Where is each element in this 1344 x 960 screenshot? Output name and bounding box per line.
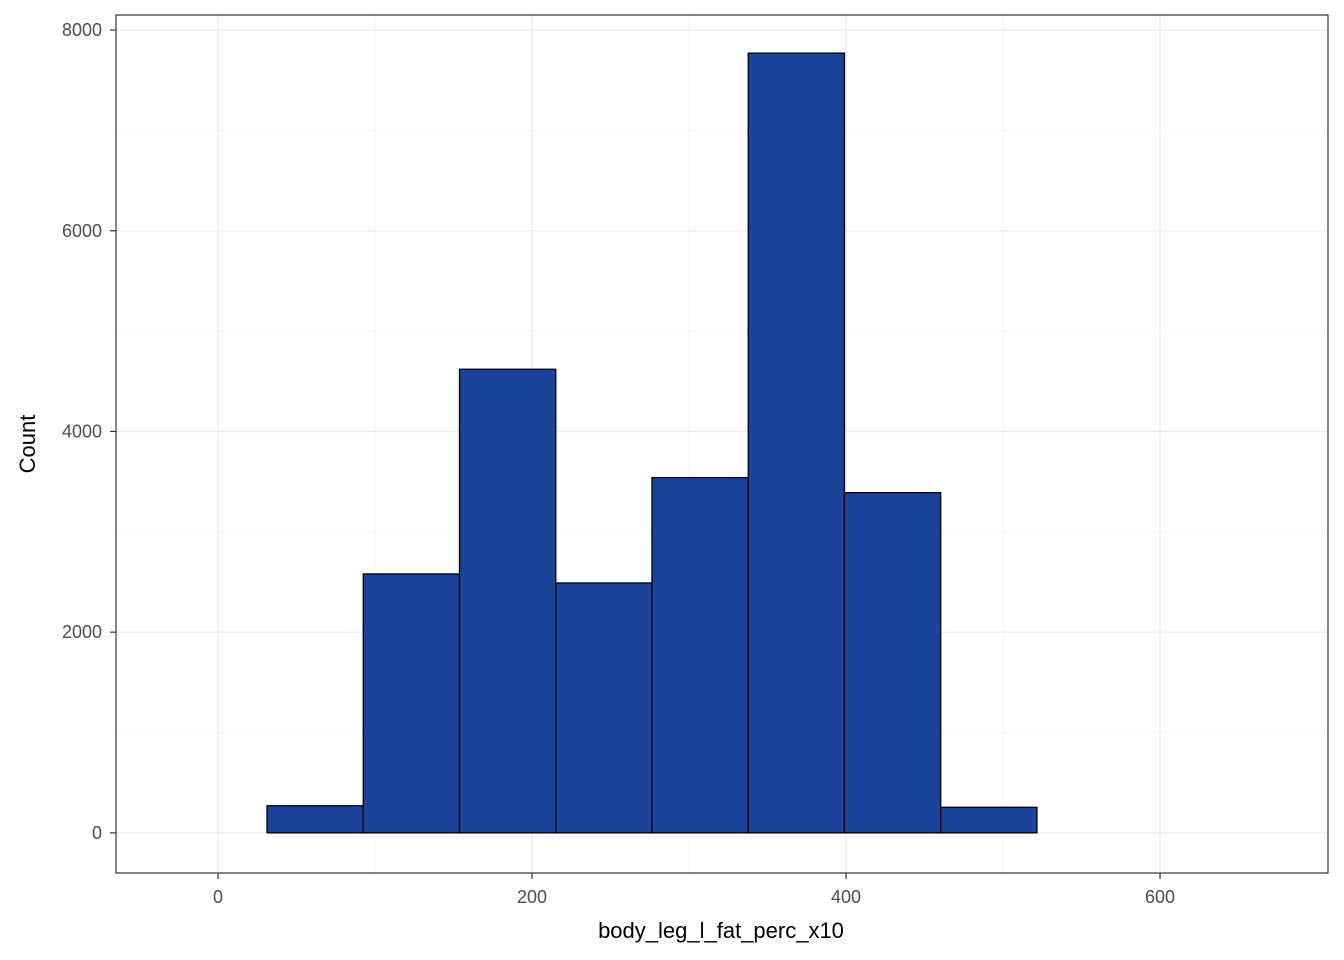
- y-tick-label: 6000: [62, 221, 102, 241]
- x-tick-label: 0: [213, 887, 223, 907]
- y-tick-label: 2000: [62, 622, 102, 642]
- histogram-bar: [843, 492, 942, 834]
- histogram-bar: [362, 573, 461, 834]
- y-tick-label: 4000: [62, 421, 102, 441]
- histogram-bar: [940, 806, 1038, 834]
- y-tick-label: 8000: [62, 20, 102, 40]
- y-axis-ticks: 0 2000 4000 6000 8000: [62, 20, 116, 843]
- histogram-bars: [266, 52, 1038, 834]
- x-tick-label: 600: [1145, 887, 1175, 907]
- x-axis-title: body_leg_l_fat_perc_x10: [598, 918, 844, 943]
- panel-border: [115, 14, 1329, 874]
- x-axis-ticks: 0 200 400 600: [213, 873, 1175, 907]
- y-axis-title: Count: [15, 415, 40, 474]
- histogram-bar: [458, 368, 557, 834]
- x-tick-label: 200: [517, 887, 547, 907]
- histogram-bar: [266, 805, 364, 834]
- histogram-bar: [747, 52, 846, 834]
- x-tick-label: 400: [831, 887, 861, 907]
- y-tick-label: 0: [92, 823, 102, 843]
- histogram-bar: [651, 476, 749, 834]
- histogram-bar: [555, 582, 653, 834]
